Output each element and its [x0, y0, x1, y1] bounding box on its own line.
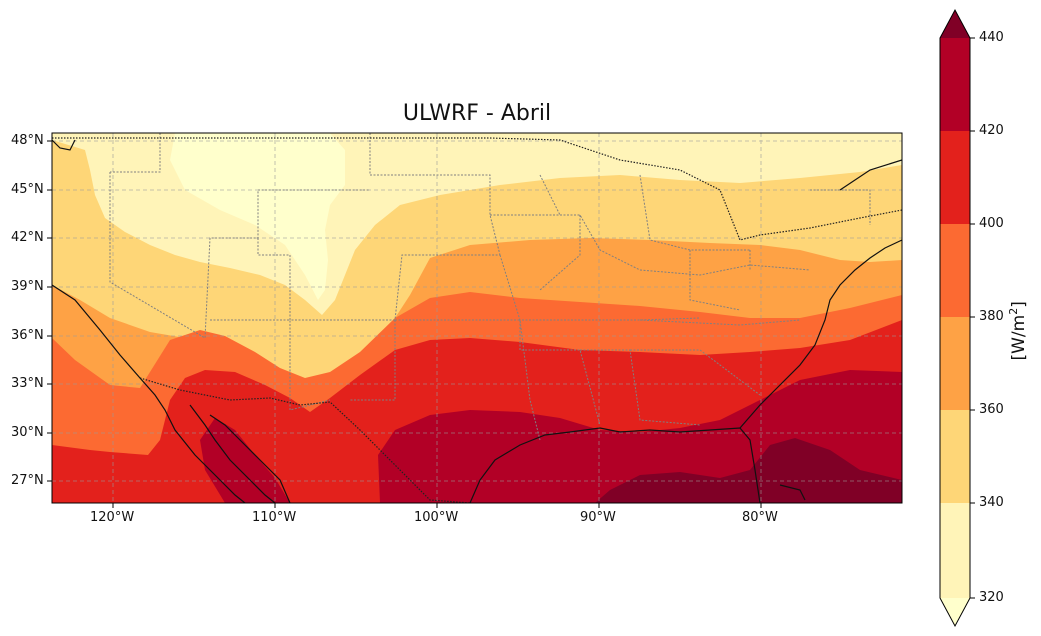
colorbar-label: [W/m2]	[1007, 301, 1029, 361]
colorbar-tick-label: 380	[979, 309, 1004, 324]
lon-label: 80°W	[742, 510, 778, 525]
colorbar-under-triangle	[940, 598, 970, 626]
colorbar-tick-label: 440	[979, 30, 1004, 45]
lat-label: 48°N	[11, 133, 44, 148]
axis-ticks	[47, 140, 762, 508]
state-borders	[109, 133, 871, 441]
lat-label: 36°N	[11, 328, 44, 343]
colorbar-over-triangle	[940, 10, 970, 38]
colorbar-tick-label: 360	[979, 402, 1004, 417]
colorbar-bin-360-380	[940, 317, 970, 411]
gridlines	[52, 133, 902, 503]
colorbar-bin-420-440	[940, 38, 970, 132]
colorbar-label-end: ]	[1008, 301, 1029, 308]
colorbar-label-main: [W/m	[1008, 314, 1029, 361]
colorbar-bin-340-360	[940, 410, 970, 504]
lon-label: 110°W	[252, 510, 297, 525]
colorbar-tick-label: 400	[979, 216, 1004, 231]
colorbar-tick-label: 340	[979, 495, 1004, 510]
colorbar-bin-400-420	[940, 131, 970, 225]
colorbar	[939, 8, 975, 628]
lon-label: 90°W	[580, 510, 616, 525]
lat-label: 39°N	[11, 279, 44, 294]
lon-label: 100°W	[414, 510, 459, 525]
colorbar-bin-320-340	[940, 503, 970, 598]
coastlines	[52, 139, 902, 503]
lat-label: 30°N	[11, 425, 44, 440]
lat-label: 27°N	[11, 473, 44, 488]
colorbar-label-sup: 2	[1007, 307, 1021, 315]
lon-label: 120°W	[90, 510, 135, 525]
map-title: ULWRF - Abril	[402, 101, 552, 126]
lat-label: 42°N	[11, 230, 44, 245]
colorbar-tick-label: 320	[979, 590, 1004, 605]
lat-label: 33°N	[11, 376, 44, 391]
map-panel	[52, 133, 902, 503]
contour-over-440	[595, 438, 902, 503]
colorbar-bin-380-400	[940, 224, 970, 318]
lat-label: 45°N	[11, 182, 44, 197]
colorbar-tick-label: 420	[979, 123, 1004, 138]
country-borders	[52, 137, 902, 503]
map-frame	[51, 132, 903, 504]
